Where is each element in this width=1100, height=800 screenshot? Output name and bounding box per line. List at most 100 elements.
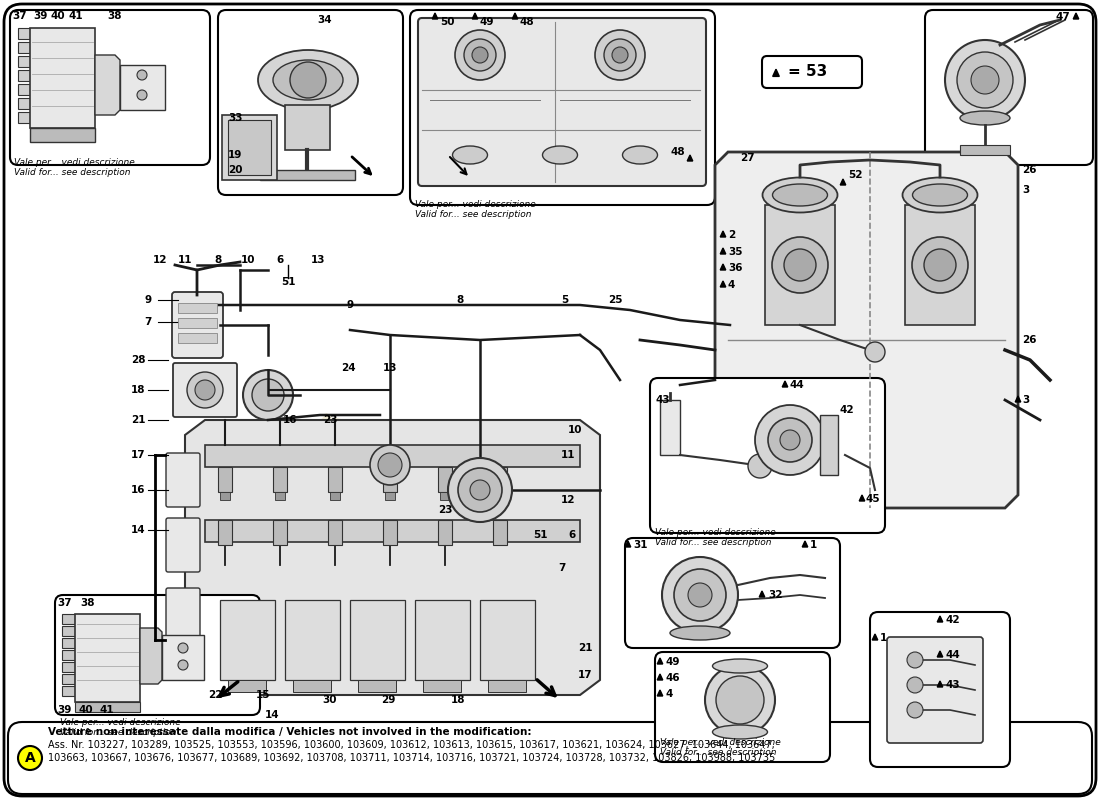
FancyBboxPatch shape	[654, 652, 830, 762]
Text: 1: 1	[880, 633, 888, 643]
Bar	[218, 467, 232, 492]
Text: 1: 1	[810, 540, 817, 550]
Text: 9: 9	[346, 300, 353, 310]
Polygon shape	[625, 541, 630, 547]
Polygon shape	[937, 616, 943, 622]
Text: Vale per... vedi descrizione
Valid for... see description: Vale per... vedi descrizione Valid for..…	[660, 738, 781, 758]
Text: 29: 29	[381, 695, 395, 705]
Polygon shape	[658, 658, 662, 664]
FancyBboxPatch shape	[172, 292, 223, 358]
Circle shape	[908, 652, 923, 668]
Text: 41: 41	[100, 705, 114, 715]
Bar	[493, 467, 507, 492]
Polygon shape	[95, 55, 120, 115]
Circle shape	[688, 583, 712, 607]
Text: 2: 2	[728, 230, 735, 240]
Text: 36: 36	[728, 263, 743, 273]
Text: Vale per... vedi descrizione
Valid for... see description: Vale per... vedi descrizione Valid for..…	[60, 718, 180, 738]
Bar	[205, 520, 580, 542]
Text: 45: 45	[866, 494, 881, 504]
Text: 5: 5	[561, 295, 569, 305]
Bar	[438, 520, 452, 545]
Text: 4: 4	[666, 689, 672, 699]
Text: 35: 35	[728, 247, 743, 257]
Bar	[18, 42, 30, 53]
Text: 25: 25	[607, 295, 623, 305]
Text: 46: 46	[666, 673, 680, 683]
Polygon shape	[1015, 396, 1021, 402]
Bar	[358, 680, 396, 692]
Bar	[273, 520, 287, 545]
Circle shape	[971, 66, 999, 94]
FancyBboxPatch shape	[925, 10, 1093, 165]
Text: 10: 10	[241, 255, 255, 265]
Polygon shape	[937, 681, 943, 687]
Text: 12: 12	[561, 495, 575, 505]
Bar	[764, 205, 835, 325]
Text: 14: 14	[265, 710, 279, 720]
Bar	[328, 467, 342, 492]
Text: 51: 51	[532, 530, 548, 540]
Circle shape	[18, 746, 42, 770]
Text: 44: 44	[790, 380, 805, 390]
Text: 51: 51	[280, 277, 295, 287]
Bar	[120, 65, 165, 110]
Text: 7: 7	[144, 317, 152, 327]
Text: 26: 26	[1022, 165, 1036, 175]
Text: 14: 14	[131, 525, 145, 535]
Bar	[495, 492, 505, 500]
Text: 6: 6	[276, 255, 284, 265]
Text: 19: 19	[228, 150, 242, 160]
Text: 33: 33	[228, 113, 242, 123]
Circle shape	[378, 453, 402, 477]
Polygon shape	[772, 70, 779, 76]
Bar	[18, 84, 30, 95]
Circle shape	[748, 454, 772, 478]
Text: 37: 37	[57, 598, 73, 608]
Text: 23: 23	[322, 415, 338, 425]
Circle shape	[290, 62, 326, 98]
Bar	[415, 600, 470, 680]
Polygon shape	[185, 420, 600, 695]
Text: 10: 10	[568, 425, 582, 435]
Polygon shape	[658, 690, 662, 696]
Text: 37: 37	[13, 11, 28, 21]
Text: 48: 48	[519, 17, 535, 27]
FancyBboxPatch shape	[418, 18, 706, 186]
Bar	[293, 680, 331, 692]
Bar	[285, 600, 340, 680]
Text: 38: 38	[108, 11, 122, 21]
FancyBboxPatch shape	[173, 363, 236, 417]
Text: passionefer
rari-parts.com: passionefer rari-parts.com	[258, 388, 602, 612]
Circle shape	[178, 660, 188, 670]
Bar	[18, 70, 30, 81]
Polygon shape	[513, 13, 518, 19]
Text: 9: 9	[144, 295, 152, 305]
FancyBboxPatch shape	[870, 612, 1010, 767]
Text: 43: 43	[656, 395, 671, 405]
Polygon shape	[782, 381, 788, 387]
Circle shape	[716, 676, 764, 724]
Text: 28: 28	[131, 355, 145, 365]
Bar	[440, 492, 450, 500]
FancyBboxPatch shape	[650, 378, 886, 533]
Text: 30: 30	[322, 695, 338, 705]
Bar	[62, 686, 75, 696]
Bar	[62, 638, 75, 648]
Polygon shape	[759, 591, 764, 597]
Text: 24: 24	[341, 363, 355, 373]
Bar	[285, 105, 330, 150]
Bar	[905, 205, 975, 325]
Ellipse shape	[258, 50, 358, 110]
Circle shape	[772, 237, 828, 293]
Bar	[438, 467, 452, 492]
Text: 8: 8	[214, 255, 221, 265]
Text: 7: 7	[559, 563, 565, 573]
Text: A: A	[24, 751, 35, 765]
Bar	[18, 56, 30, 67]
Text: Vetture non interessate dalla modifica / Vehicles not involved in the modificati: Vetture non interessate dalla modifica /…	[48, 727, 531, 737]
Text: 4: 4	[728, 280, 736, 290]
Text: 49: 49	[480, 17, 494, 27]
Text: 17: 17	[578, 670, 592, 680]
Circle shape	[138, 70, 147, 80]
